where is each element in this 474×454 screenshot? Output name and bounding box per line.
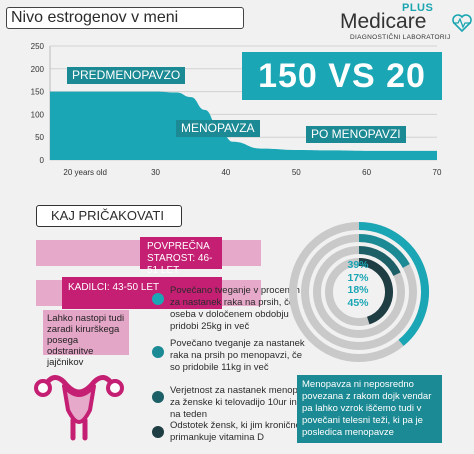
medicare-logo: PLUS Medicare DIAGNOSTIČNI LABORATORIJ	[340, 2, 472, 44]
age-bar-average-label: POVPREČNA STAROST: 46-51 LET	[147, 241, 213, 276]
x-tick-label: 30	[151, 168, 160, 177]
y-tick-label: 150	[31, 88, 45, 97]
y-tick-label: 250	[31, 42, 45, 51]
ring-value-arc	[358, 258, 393, 325]
age-bar-average	[140, 237, 222, 269]
section-title: KAJ PRIČAKOVATI	[36, 205, 182, 227]
bullet-dot-2	[152, 346, 164, 358]
bullet-dot-4	[152, 426, 164, 438]
ring-label-3: 18%	[347, 284, 369, 296]
uterus-icon	[34, 375, 124, 441]
logo-plus: PLUS	[402, 2, 434, 14]
stage-label-po-menopavzi: PO MENOPAVZI	[306, 126, 406, 143]
y-tick-label: 0	[40, 156, 45, 165]
bullet-dot-1	[152, 293, 164, 305]
bullet-3: Verjetnost za nastanek menopavze, za žen…	[152, 385, 327, 421]
age-bar-smokers-label: KADILCI: 43-50 LET	[68, 282, 160, 293]
bullet-text-4: Odstotek žensk, ki jim kronično primanku…	[170, 420, 301, 443]
bullet-text-1: Povečano tveganje v procentih za nastane…	[170, 285, 300, 332]
x-tick-label: 70	[433, 168, 442, 177]
age-bar-smokers	[62, 277, 222, 309]
x-tick-label: 40	[221, 168, 230, 177]
bullet-text-2: Povečano tveganje za nastanek raka na pr…	[170, 338, 305, 373]
stage-label-predmenopavzo: PREDMENOPAVZO	[67, 67, 186, 84]
ring-label-2: 17%	[347, 271, 369, 284]
x-tick-label: 60	[362, 168, 371, 177]
ring-value-arc	[358, 246, 401, 277]
surgery-note: Lahko nastopi tudi zaradi kirurškega pos…	[43, 310, 129, 368]
y-tick-label: 100	[31, 110, 45, 119]
page-title: Nivo estrogenov v meni	[6, 7, 244, 29]
ring-value-arc	[358, 234, 410, 269]
menopause-note: Menopavza ni neposredno povezana z rakom…	[297, 375, 442, 443]
logo-subtitle: DIAGNOSTIČNI LABORATORIJ	[350, 34, 451, 41]
x-tick-label: 50	[292, 168, 301, 177]
bullet-2: Povečano tveganje za nastanek raka na pr…	[152, 338, 310, 374]
ring-value-arc	[358, 222, 429, 346]
bullet-text-3: Verjetnost za nastanek menopavze, za žen…	[170, 385, 321, 420]
radial-percent-chart	[289, 222, 429, 362]
ring-labels: 39% 17% 18% 45%	[336, 259, 380, 309]
bullet-4: Odstotek žensk, ki jim kronično primanku…	[152, 420, 317, 444]
stage-label-menopavza: MENOPAVZA	[176, 120, 260, 137]
bullet-dot-3	[152, 391, 164, 403]
comparison-callout: 150 VS 20	[242, 52, 442, 100]
ring-label-4: 45%	[347, 296, 369, 309]
y-tick-label: 50	[35, 133, 44, 142]
estrogen-area	[50, 91, 437, 160]
y-tick-label: 200	[31, 65, 45, 74]
ring-label-1: 39%	[347, 259, 369, 271]
bullet-1: Povečano tveganje v procentih za nastane…	[152, 285, 310, 333]
x-tick-label: 20 years old	[63, 168, 107, 177]
logo-name: Medicare	[340, 10, 427, 33]
heart-pulse-icon	[452, 14, 472, 32]
